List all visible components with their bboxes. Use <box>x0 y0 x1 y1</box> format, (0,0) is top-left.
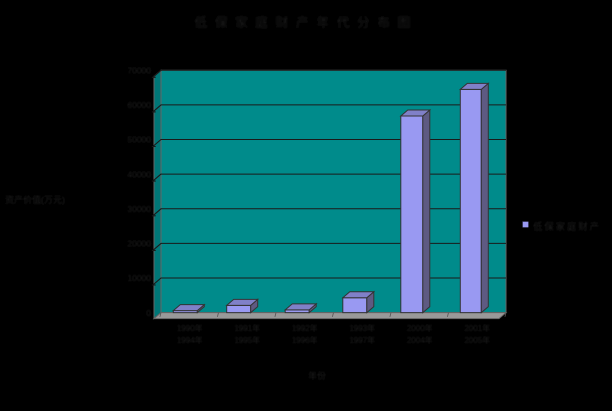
svg-text:1996年: 1996年 <box>292 335 318 345</box>
svg-text:1990年: 1990年 <box>177 323 203 333</box>
svg-text:1992年: 1992年 <box>292 323 318 333</box>
svg-text:2005年: 2005年 <box>464 335 490 345</box>
svg-text:10000: 10000 <box>127 273 151 283</box>
svg-text:2000年: 2000年 <box>407 323 433 333</box>
svg-text:低保家庭财产: 低保家庭财产 <box>533 221 601 233</box>
svg-text:低保家庭财产年代分布图: 低保家庭财产年代分布图 <box>194 15 417 30</box>
svg-text:50000: 50000 <box>127 135 151 145</box>
svg-text:60000: 60000 <box>127 100 151 110</box>
svg-text:资产价值(万元): 资产价值(万元) <box>5 194 65 205</box>
svg-text:2001年: 2001年 <box>464 323 490 333</box>
svg-text:1993年: 1993年 <box>349 323 375 333</box>
svg-text:30000: 30000 <box>127 204 151 214</box>
svg-text:2004年: 2004年 <box>407 335 433 345</box>
svg-text:1994年: 1994年 <box>177 335 203 345</box>
svg-text:70000: 70000 <box>127 66 151 76</box>
svg-text:0: 0 <box>146 308 151 318</box>
svg-text:1997年: 1997年 <box>349 335 375 345</box>
svg-text:40000: 40000 <box>127 169 151 179</box>
svg-text:20000: 20000 <box>127 239 151 249</box>
svg-text:年份: 年份 <box>308 370 326 381</box>
svg-text:1995年: 1995年 <box>234 335 260 345</box>
svg-text:1991年: 1991年 <box>234 323 260 333</box>
